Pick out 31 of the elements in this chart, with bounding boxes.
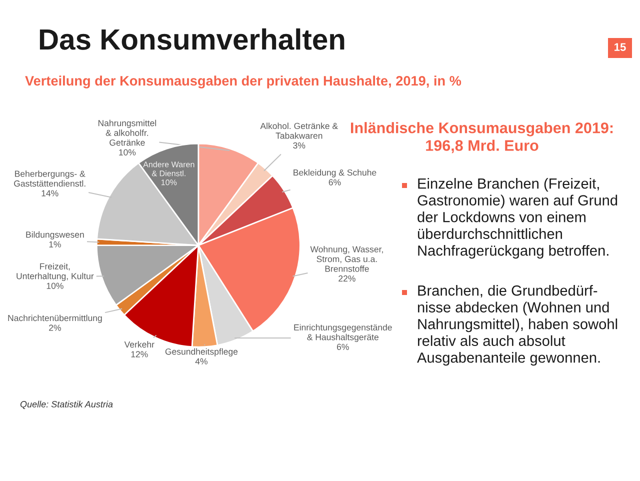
data-label: 1% — [49, 241, 61, 248]
chart-subtitle: Verteilung der Konsumausgaben der privaten Haushalte, 2019, in % — [25, 76, 462, 88]
data-label: 6% — [336, 344, 349, 350]
data-label: 3% — [293, 142, 306, 149]
chart-title: Das Konsumverhalten — [40, 28, 344, 50]
slice-label: Bekleidung & Schuhe — [294, 169, 376, 178]
data-label: 12% — [131, 351, 148, 358]
data-label: 2% — [49, 324, 61, 331]
slice-label: Nachrichtenübermittlung — [8, 314, 102, 323]
text: Inländische Konsumausgaben 2019: 196,8 Mrd. Euro — [351, 122, 613, 154]
data-label: 10% — [46, 282, 64, 289]
slice-label: Andere Waren & Dienstl. — [143, 161, 194, 176]
slice-label: Bildungswesen — [26, 231, 84, 240]
data-label: 14% — [42, 190, 58, 196]
text: 15 — [614, 43, 626, 51]
slice-label: Freizeit, Unterhaltung, Kultur — [16, 263, 94, 281]
text: Branchen, die Grundbedürf- nisse abdecken (Wohnen und Nahrungsmittel), haben sowohl relativ als auch absolut Ausgabenanteile gewonnen. — [417, 285, 618, 366]
slice-label: Wohnung, Wasser, Strom, Gas u.a. Brennstoffe — [310, 246, 383, 272]
slice-label: Einrichtungsgegenstände & Haushaltsgeräte — [294, 324, 392, 342]
text: Einzelne Branchen (Freizeit, Gastronomie) waren auf Grund der Lockdowns von einem überdurchschnittlichen Nachfragerückgang betroffen. — [418, 178, 618, 259]
data-label: 10% — [161, 180, 177, 186]
slice-label: Nahrungsmittel & alkoholfr. Getränke — [98, 120, 156, 146]
source-note: Quelle: Statistik Austria — [20, 400, 113, 410]
data-label: 4% — [195, 358, 208, 364]
slice-label: Verkehr — [124, 341, 154, 348]
slice-label: Gesundheitspflege — [165, 348, 238, 356]
slice-label: Alkohol. Getränke & Tabakwaren — [260, 122, 338, 139]
data-label: 22% — [338, 275, 356, 282]
data-label: 10% — [119, 149, 136, 156]
data-label: 6% — [328, 179, 341, 186]
slice-label: Beherbergungs- & Gaststättendienstl. — [14, 170, 86, 187]
